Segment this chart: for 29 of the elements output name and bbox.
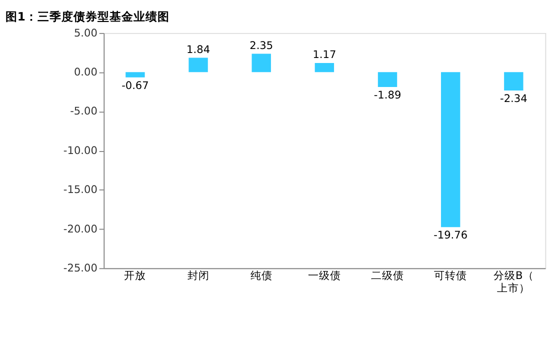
x-tick-label: 二级债	[371, 270, 404, 282]
x-tick-label: 纯债	[250, 270, 272, 282]
y-tick-label: 0.00	[74, 66, 98, 79]
bar	[504, 72, 524, 91]
x-tick-label: 一级债	[308, 270, 341, 282]
x-tick-label: 分级B（上市）	[494, 270, 534, 295]
chart-title: 图1：三季度债券型基金业绩图	[5, 10, 170, 24]
data-label: -1.89	[374, 90, 402, 102]
bar	[314, 63, 334, 72]
x-tick-label: 开放	[124, 270, 146, 282]
x-tick-label: 封闭	[187, 269, 210, 282]
bar	[126, 72, 145, 78]
y-tick-label: -20.00	[63, 223, 98, 236]
y-tick-label: 5.00	[74, 27, 98, 40]
data-label: 1.84	[186, 44, 210, 56]
data-label: 2.35	[250, 40, 274, 52]
y-tick-label: -5.00	[70, 106, 98, 118]
data-label: -19.76	[434, 230, 468, 242]
bar	[252, 54, 271, 72]
y-tick-label: -25.00	[63, 262, 98, 275]
bar	[440, 72, 460, 228]
data-label: -2.34	[500, 93, 528, 106]
data-label: -0.67	[122, 80, 149, 92]
data-label: 1.17	[312, 49, 336, 62]
bar	[188, 58, 208, 72]
x-tick-label: 可转债	[434, 270, 468, 282]
bar	[378, 72, 398, 87]
y-tick-label: -10.00	[63, 144, 98, 157]
y-tick-label: -15.00	[63, 184, 98, 196]
